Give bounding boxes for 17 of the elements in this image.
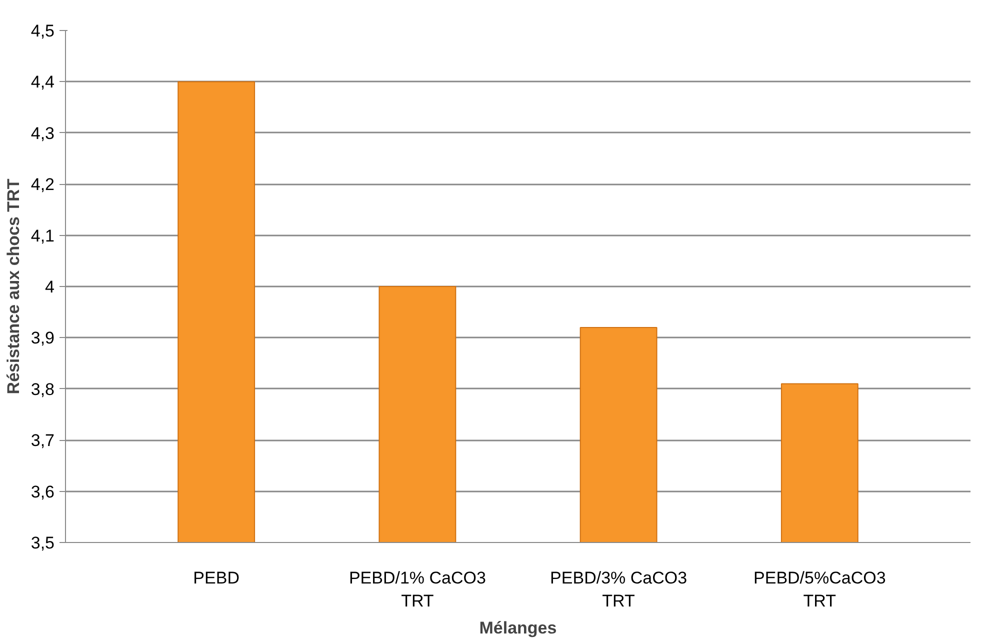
x-axis-title: Mélanges: [479, 618, 557, 638]
x-tick-label: PEBD: [193, 568, 240, 588]
y-tick-label: 4,2: [30, 175, 55, 194]
y-axis-title: Résistance aux chocs TRT: [4, 178, 23, 394]
y-tick-label: 4,5: [30, 22, 55, 40]
y-tick-label: 3,6: [30, 482, 55, 502]
y-tick-label: 3,7: [30, 431, 55, 450]
y-tick-label: 3,8: [30, 380, 55, 399]
y-tick-label: 4,4: [30, 72, 55, 92]
y-tick-label: 3,5: [30, 534, 55, 552]
y-tick-label: 3,9: [30, 328, 55, 348]
x-tick-label: PEBD/5%CaCO3 TRT: [754, 568, 886, 610]
y-tick-label: 4,1: [30, 226, 55, 246]
x-tick-label: PEBD/3% CaCO3 TRT: [550, 568, 688, 610]
y-tick-label: 4,3: [30, 124, 55, 143]
x-tick-label: PEBD/1% CaCO3 TRT: [348, 568, 486, 610]
y-tick-label: 4: [45, 278, 55, 296]
